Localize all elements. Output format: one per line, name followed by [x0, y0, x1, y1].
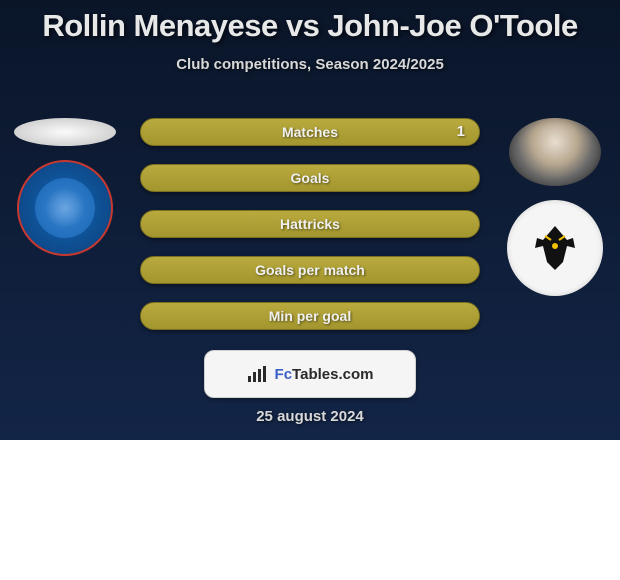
bar-matches: Matches 1 — [140, 118, 480, 146]
bar-matches-label: Matches — [141, 119, 479, 145]
page-subtitle: Club competitions, Season 2024/2025 — [0, 56, 620, 73]
bar-hattricks-label: Hattricks — [141, 211, 479, 237]
club-crest-left — [17, 160, 113, 256]
bar-hattricks: Hattricks — [140, 210, 480, 238]
page-title: Rollin Menayese vs John-Joe O'Toole — [0, 0, 620, 44]
brand-suffix: Tables.com — [292, 366, 373, 383]
bar-goals-label: Goals — [141, 165, 479, 191]
player-left-column — [10, 118, 120, 256]
avatar-player-left — [14, 118, 116, 146]
brand-prefix: Fc — [275, 366, 293, 383]
bar-chart-icon — [247, 365, 269, 383]
bar-matches-right-value: 1 — [443, 119, 479, 145]
stats-card: Rollin Menayese vs John-Joe O'Toole Club… — [0, 0, 620, 440]
bar-goals-per-match: Goals per match — [140, 256, 480, 284]
bar-goals: Goals — [140, 164, 480, 192]
footer-date: 25 august 2024 — [0, 408, 620, 425]
avatar-player-right — [509, 118, 601, 186]
stat-bars: Matches 1 Goals Hattricks Goals per matc… — [140, 118, 480, 348]
content-row: Matches 1 Goals Hattricks Goals per matc… — [0, 100, 620, 360]
player-right-column — [500, 118, 610, 296]
bar-min-per-goal: Min per goal — [140, 302, 480, 330]
bar-gpm-label: Goals per match — [141, 257, 479, 283]
shield-icon — [35, 178, 95, 238]
brand-badge[interactable]: FcTables.com — [204, 350, 416, 398]
bar-mpg-label: Min per goal — [141, 303, 479, 329]
eagle-icon — [525, 218, 585, 278]
club-crest-right — [507, 200, 603, 296]
